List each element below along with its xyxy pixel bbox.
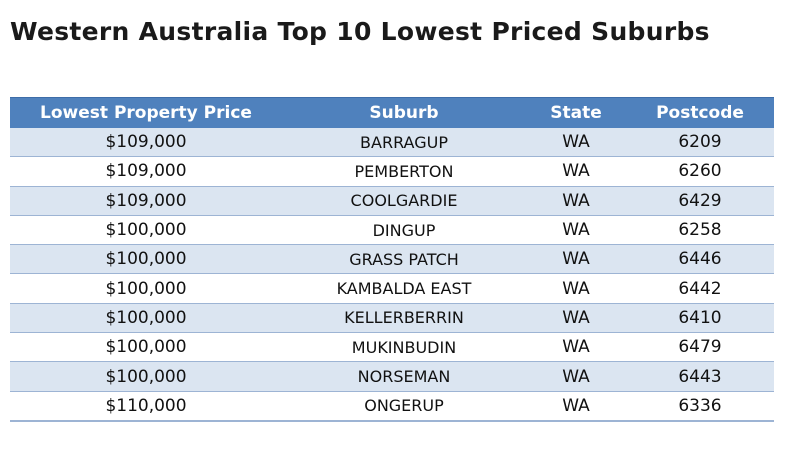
header-row: Lowest Property Price Suburb State Postc… — [10, 97, 774, 128]
postcode-cell: 6209 — [626, 128, 774, 158]
state-cell: WA — [526, 156, 626, 187]
price-cell: $110,000 — [10, 391, 282, 421]
state-cell: WA — [526, 128, 626, 158]
suburb-cell: KAMBALDA EAST — [282, 273, 526, 304]
column-header-price: Lowest Property Price — [10, 97, 282, 128]
suburb-cell: DINGUP — [282, 215, 526, 246]
table-row: $100,000 GRASS PATCH WA 6446 — [10, 244, 774, 275]
price-cell: $100,000 — [10, 215, 282, 246]
postcode-cell: 6446 — [626, 244, 774, 275]
table-row: $100,000 KAMBALDA EAST WA 6442 — [10, 273, 774, 304]
state-cell: WA — [526, 244, 626, 275]
table-row: $110,000 ONGERUP WA 6336 — [10, 391, 774, 421]
state-cell: WA — [526, 391, 626, 421]
state-cell: WA — [526, 303, 626, 334]
table-row: $100,000 DINGUP WA 6258 — [10, 215, 774, 246]
price-cell: $100,000 — [10, 244, 282, 275]
column-header-state: State — [526, 97, 626, 128]
price-cell: $100,000 — [10, 361, 282, 392]
state-cell: WA — [526, 273, 626, 304]
suburb-cell: ONGERUP — [282, 391, 526, 421]
table-row: $109,000 PEMBERTON WA 6260 — [10, 156, 774, 187]
suburb-cell: BARRAGUP — [282, 128, 526, 158]
postcode-cell: 6429 — [626, 186, 774, 216]
price-cell: $109,000 — [10, 186, 282, 216]
suburb-price-table: Lowest Property Price Suburb State Postc… — [10, 97, 774, 421]
state-cell: WA — [526, 215, 626, 246]
suburb-cell: PEMBERTON — [282, 156, 526, 187]
suburb-cell: COOLGARDIE — [282, 186, 526, 216]
price-cell: $100,000 — [10, 332, 282, 363]
table-row: $100,000 KELLERBERRIN WA 6410 — [10, 303, 774, 334]
suburb-cell: KELLERBERRIN — [282, 303, 526, 334]
postcode-cell: 6442 — [626, 273, 774, 304]
state-cell: WA — [526, 186, 626, 216]
suburb-cell: GRASS PATCH — [282, 244, 526, 275]
price-cell: $100,000 — [10, 273, 282, 304]
postcode-cell: 6258 — [626, 215, 774, 246]
table-header: Lowest Property Price Suburb State Postc… — [10, 97, 774, 128]
price-cell: $100,000 — [10, 303, 282, 334]
table-row: $109,000 COOLGARDIE WA 6429 — [10, 186, 774, 216]
table-row: $100,000 MUKINBUDIN WA 6479 — [10, 332, 774, 363]
postcode-cell: 6410 — [626, 303, 774, 334]
page-title: Western Australia Top 10 Lowest Priced S… — [10, 17, 710, 46]
column-header-postcode: Postcode — [626, 97, 774, 128]
price-cell: $109,000 — [10, 128, 282, 158]
price-cell: $109,000 — [10, 156, 282, 187]
postcode-cell: 6336 — [626, 391, 774, 421]
column-header-suburb: Suburb — [282, 97, 526, 128]
table-row: $100,000 NORSEMAN WA 6443 — [10, 361, 774, 392]
table-row: $109,000 BARRAGUP WA 6209 — [10, 128, 774, 158]
suburb-table-container: Lowest Property Price Suburb State Postc… — [10, 97, 774, 422]
suburb-cell: NORSEMAN — [282, 361, 526, 392]
postcode-cell: 6479 — [626, 332, 774, 363]
state-cell: WA — [526, 332, 626, 363]
table-body: $109,000 BARRAGUP WA 6209 $109,000 PEMBE… — [10, 128, 774, 421]
suburb-cell: MUKINBUDIN — [282, 332, 526, 363]
state-cell: WA — [526, 361, 626, 392]
postcode-cell: 6260 — [626, 156, 774, 187]
postcode-cell: 6443 — [626, 361, 774, 392]
